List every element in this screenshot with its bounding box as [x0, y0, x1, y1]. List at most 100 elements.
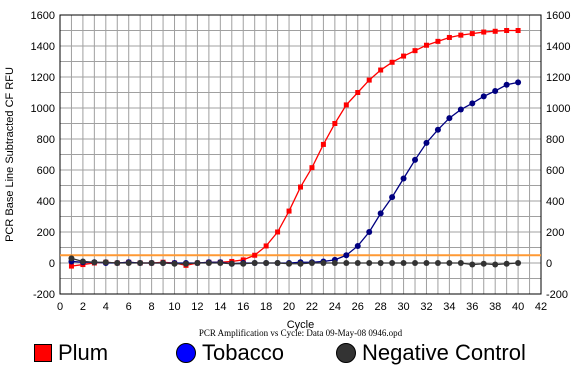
data-point-plum — [446, 34, 452, 40]
data-point-plum — [412, 48, 418, 54]
y-tick-label-right: 200 — [546, 227, 564, 239]
data-point-plum — [343, 102, 349, 108]
data-point-negative-control — [263, 260, 270, 266]
y-tick-label-right: 400 — [546, 196, 564, 208]
x-tick-label: 2 — [80, 301, 86, 313]
data-point-plum — [263, 243, 269, 249]
data-point-negative-control — [412, 260, 419, 266]
y-tick-label-right: 800 — [546, 134, 564, 146]
data-point-plum — [504, 28, 510, 33]
x-tick-label: 30 — [397, 301, 409, 313]
data-point-negative-control — [228, 260, 235, 267]
tobacco-circle-icon — [176, 343, 196, 363]
x-tick-label: 34 — [443, 301, 455, 313]
y-tick-label-right: 1400 — [546, 41, 570, 53]
data-point-negative-control — [79, 258, 86, 265]
data-point-negative-control — [205, 260, 212, 266]
data-point-tobacco — [343, 252, 350, 259]
x-tick-label: 26 — [352, 301, 364, 313]
data-point-negative-control — [492, 261, 499, 268]
y-tick-label-left: 1600 — [31, 10, 55, 22]
data-point-negative-control — [389, 260, 396, 266]
data-point-plum — [240, 257, 246, 263]
legend-label-plum: Plum — [58, 340, 109, 365]
y-tick-label-right: -200 — [546, 289, 568, 301]
data-point-plum — [481, 29, 487, 35]
x-tick-label: 32 — [420, 301, 432, 313]
y-tick-label-right: 1000 — [546, 103, 570, 115]
y-tick-label-right: 1200 — [546, 72, 570, 84]
x-axis-label: Cycle — [287, 319, 315, 331]
x-tick-label: 10 — [168, 301, 180, 313]
data-point-plum — [389, 59, 395, 65]
negative-control-circle-icon — [336, 343, 356, 363]
y-tick-label-right: 1600 — [546, 10, 570, 22]
y-axis-label: PCR Base Line Subtracted CF RFU — [4, 67, 16, 242]
data-point-plum — [401, 53, 407, 59]
data-point-plum — [309, 165, 315, 171]
data-point-tobacco — [469, 100, 476, 107]
data-point-tobacco — [400, 175, 407, 182]
x-tick-label: 24 — [329, 301, 341, 313]
series-line-negative-control — [71, 257, 519, 266]
data-point-plum — [355, 90, 361, 95]
x-tick-label: 28 — [375, 301, 387, 313]
data-point-tobacco — [480, 93, 487, 100]
data-point-plum — [378, 67, 384, 73]
y-tick-label-left: 1400 — [31, 41, 55, 53]
data-point-negative-control — [217, 260, 224, 266]
data-point-negative-control — [503, 260, 510, 267]
data-point-tobacco — [434, 126, 441, 133]
data-point-negative-control — [354, 260, 361, 266]
legend-item-tobacco: Tobacco — [176, 340, 284, 366]
data-point-plum — [435, 38, 441, 44]
data-point-plum — [492, 28, 498, 34]
data-point-tobacco — [389, 194, 396, 201]
data-point-tobacco — [446, 115, 453, 122]
data-point-plum — [469, 31, 475, 37]
data-point-negative-control — [68, 255, 75, 262]
x-tick-label: 22 — [306, 301, 318, 313]
data-point-plum — [423, 42, 429, 48]
plot-frame — [59, 14, 542, 295]
y-tick-label-left: 600 — [37, 165, 55, 177]
data-point-negative-control — [171, 260, 178, 267]
data-point-plum — [366, 77, 372, 83]
y-tick-label-left: 800 — [37, 134, 55, 146]
y-tick-label-left: 0 — [49, 258, 55, 270]
data-point-negative-control — [274, 260, 281, 266]
data-point-tobacco — [423, 139, 430, 146]
data-point-plum — [68, 263, 74, 269]
data-point-tobacco — [354, 242, 361, 249]
data-point-negative-control — [125, 260, 132, 266]
data-point-plum — [320, 141, 326, 147]
x-tick-label: 40 — [512, 301, 524, 313]
data-point-tobacco — [515, 79, 522, 86]
data-point-negative-control — [446, 260, 453, 266]
data-point-negative-control — [331, 260, 338, 266]
data-point-plum — [458, 32, 464, 38]
y-tick-label-right: 600 — [546, 165, 564, 177]
chart-caption: PCR Amplification vs Cycle: Data 09-May-… — [199, 328, 403, 338]
x-tick-label: 36 — [466, 301, 478, 313]
data-point-negative-control — [297, 260, 304, 267]
data-point-negative-control — [91, 259, 98, 266]
legend-item-negative-control: Negative Control — [336, 340, 526, 366]
data-point-plum — [332, 121, 338, 126]
data-point-negative-control — [423, 260, 430, 266]
data-point-negative-control — [457, 260, 464, 266]
data-point-negative-control — [102, 259, 109, 266]
data-point-negative-control — [251, 260, 258, 266]
data-point-plum — [286, 208, 292, 214]
data-point-plum — [298, 184, 303, 190]
pcr-chart: 0 2 4 6 8 10 12 14 16 18 20 22 24 26 28 30 32 34 36 38 40 42-… — [4, 10, 570, 338]
data-point-plum — [515, 28, 521, 33]
data-point-tobacco — [492, 87, 499, 94]
data-point-negative-control — [469, 261, 476, 268]
data-point-negative-control — [434, 260, 441, 266]
data-point-plum — [252, 252, 258, 258]
data-point-plum — [275, 229, 281, 235]
y-tick-label-left: 400 — [37, 196, 55, 208]
x-tick-label: 4 — [103, 301, 109, 313]
x-tick-label: 6 — [126, 301, 132, 313]
